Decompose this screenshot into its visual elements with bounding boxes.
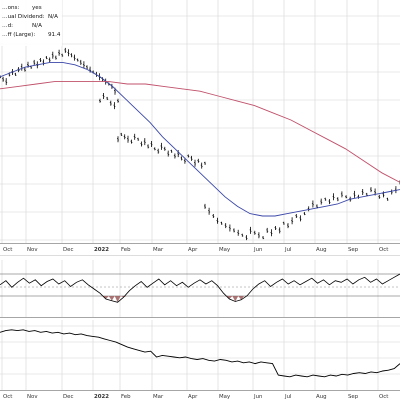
info-line-1-label: …ons: bbox=[2, 5, 19, 11]
price-panel: …ons: yes …ual Dividend: N/A …d: N/A …ff… bbox=[0, 0, 400, 244]
x-axis-bottom-tick-label-8: Jun bbox=[253, 394, 262, 400]
x-axis-top-tick-label-0: Oct bbox=[3, 247, 12, 253]
x-axis-top-tick-label-3: 2022 bbox=[94, 247, 109, 253]
x-axis-top: Oct Nov Dec 2022 Feb Mar Apr May Jun Jul Aug Sep Oct bbox=[3, 247, 388, 253]
x-axis-top-tick-label-11: Sep bbox=[348, 247, 359, 253]
x-axis-bottom-tick-label-11: Sep bbox=[348, 394, 359, 400]
x-axis-top-tick-label-12: Oct bbox=[379, 247, 388, 253]
relative-strength-panel bbox=[0, 320, 400, 391]
x-axis-bottom-tick-label-0: Oct bbox=[3, 394, 12, 400]
x-axis-top-tick-label-2: Dec bbox=[63, 247, 73, 253]
x-axis-top-tick-label-4: Feb bbox=[121, 247, 131, 253]
x-axis-top-tick-label-1: Nov bbox=[27, 247, 38, 253]
x-axis-bottom-tick-label-9: Jul bbox=[284, 394, 292, 400]
x-axis-top-tick-label-10: Aug bbox=[316, 247, 327, 253]
relative-strength-grid bbox=[0, 320, 400, 390]
x-axis-bottom: Oct Nov Dec 2022 Feb Mar Apr May Jun Jul Aug Sep Oct bbox=[3, 394, 388, 400]
x-axis-top-tick-label-9: Jul bbox=[284, 247, 292, 253]
oscillator-panel-background bbox=[0, 260, 400, 317]
x-axis-bottom-tick-label-3: 2022 bbox=[94, 394, 109, 400]
x-axis-bottom-tick-label-7: May bbox=[219, 394, 231, 400]
oscillator-oversold-fill bbox=[102, 296, 245, 303]
price-moving-average-red bbox=[0, 81, 400, 183]
info-line-4-value: 91.4 bbox=[48, 32, 61, 38]
oscillator-panel bbox=[0, 260, 400, 318]
info-line-3-value: N/A bbox=[32, 23, 42, 29]
info-line-4-label: …ff (Large): bbox=[2, 32, 35, 38]
x-axis-bottom-tick-label-10: Aug bbox=[316, 394, 327, 400]
info-line-2-label: …ual Dividend: bbox=[2, 14, 45, 20]
x-axis-bottom-tick-label-4: Feb bbox=[121, 394, 131, 400]
price-panel-background bbox=[0, 0, 400, 243]
x-axis-bottom-tick-label-1: Nov bbox=[27, 394, 38, 400]
x-axis-top-tick-label-8: Jun bbox=[253, 247, 262, 253]
info-line-1-value: yes bbox=[32, 5, 42, 11]
x-axis-bottom-tick-label-12: Oct bbox=[379, 394, 388, 400]
info-line-2-value: N/A bbox=[48, 14, 58, 20]
relative-strength-panel-background bbox=[0, 320, 400, 390]
info-box-background bbox=[0, 0, 62, 46]
x-axis-top-tick-label-7: May bbox=[219, 247, 231, 253]
x-axis-bottom-tick-label-5: Mar bbox=[153, 394, 164, 400]
x-axis-bottom-tick-label-2: Dec bbox=[63, 394, 73, 400]
price-moving-average-blue bbox=[0, 61, 400, 217]
oscillator-grid bbox=[1, 260, 379, 317]
relative-strength-line bbox=[0, 329, 400, 378]
x-axis-top-tick-label-6: Apr bbox=[188, 247, 198, 253]
info-line-3-label: …d: bbox=[2, 23, 13, 29]
info-box: …ons: yes …ual Dividend: N/A …d: N/A …ff… bbox=[0, 0, 62, 46]
oscillator-line bbox=[0, 273, 400, 303]
x-axis-top-tick-label-5: Mar bbox=[153, 247, 164, 253]
x-axis-bottom-tick-label-6: Apr bbox=[188, 394, 198, 400]
